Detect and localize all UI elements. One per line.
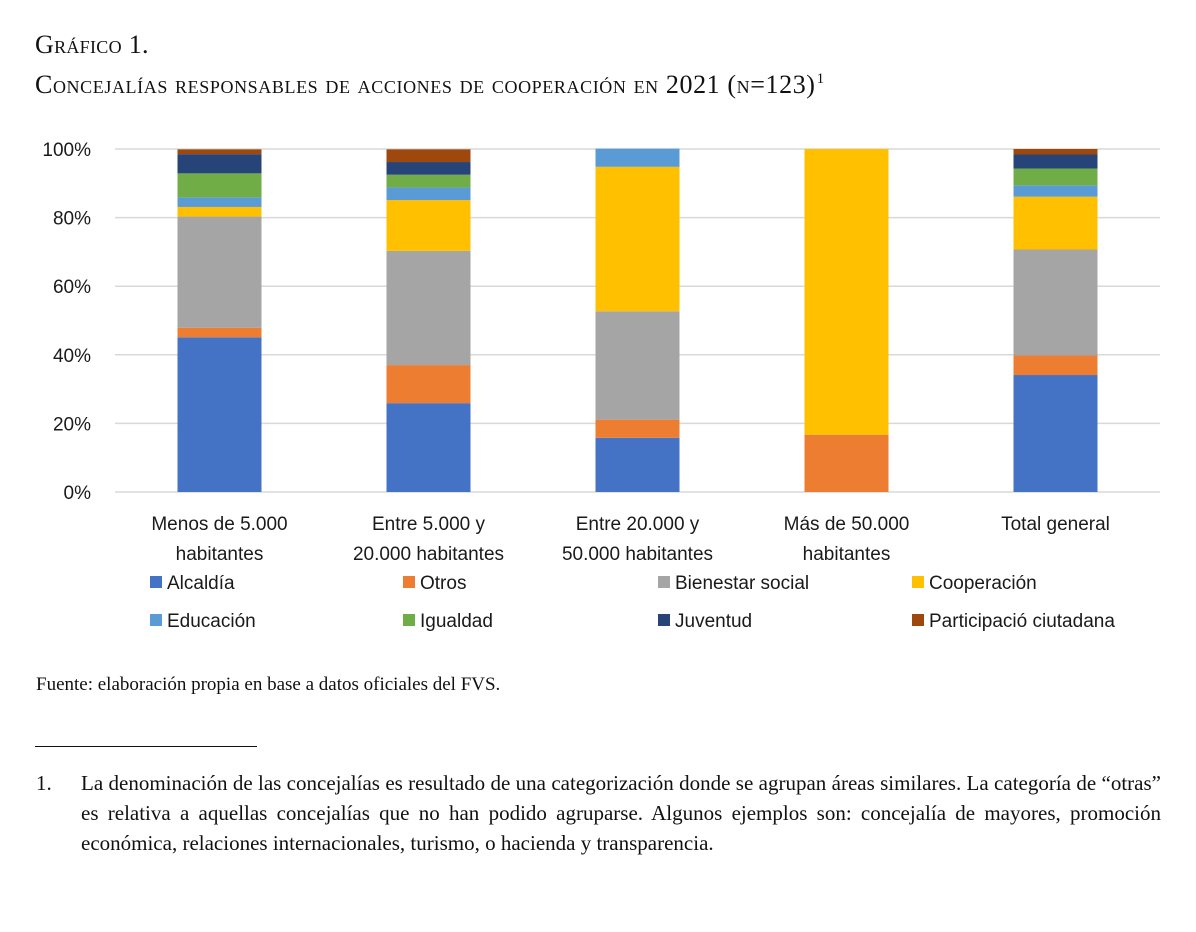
x-tick-label: Total general — [1001, 514, 1110, 535]
legend-swatch — [658, 576, 670, 588]
legend-label: Educación — [167, 611, 256, 632]
x-tick-label: Entre 5.000 y — [372, 514, 486, 535]
bar-segment-bienestar-social — [177, 216, 262, 328]
legend-item: Otros — [403, 573, 466, 594]
legend-item: Educación — [150, 611, 256, 632]
bar-segment-cooperaci-n — [386, 200, 471, 251]
bar-segment-otros — [1013, 355, 1098, 376]
bar-segment-educaci-n — [177, 197, 262, 207]
legend-swatch — [150, 614, 162, 626]
bars — [177, 148, 1098, 492]
bar-segment-alcald-a — [1013, 375, 1098, 492]
legend-swatch — [150, 576, 162, 588]
footnote-text: La denominación de las concejalías es re… — [81, 771, 1161, 855]
bar-segment-alcald-a — [386, 403, 471, 492]
bar-stack — [1013, 149, 1098, 492]
bar-segment-cooperaci-n — [804, 149, 889, 435]
legend-label: Alcaldía — [167, 573, 235, 594]
bar-segment-alcald-a — [595, 437, 680, 492]
y-tick-label: 100% — [42, 140, 91, 161]
footnote-divider — [35, 746, 257, 747]
x-axis: Menos de 5.000 habitantes Entre 5.000 y 20.… — [151, 514, 1110, 565]
bar-segment-educaci-n — [386, 187, 471, 201]
legend-swatch — [912, 614, 924, 626]
legend-item: Alcaldía — [150, 573, 235, 594]
legend-label: Otros — [420, 573, 466, 594]
y-axis: 0% 20% 40% 60% 80% 100% — [42, 140, 91, 504]
x-tick-label: Menos de 5.000 — [151, 514, 287, 535]
legend-item: Cooperación — [912, 573, 1037, 594]
x-tick-label: Más de 50.000 — [784, 514, 910, 535]
legend-item: Participació ciutadana — [912, 611, 1115, 632]
bar-segment-igualdad — [177, 173, 262, 198]
figure-title: Concejalías responsables de acciones de … — [35, 70, 825, 100]
legend-swatch — [658, 614, 670, 626]
x-tick-label: habitantes — [176, 544, 264, 565]
footnote-number: 1. — [36, 771, 52, 795]
bar-stack — [595, 148, 680, 492]
x-tick-label: 20.000 habitantes — [353, 544, 504, 565]
legend-label: Cooperación — [929, 573, 1037, 594]
legend-item: Igualdad — [403, 611, 493, 632]
legend-label: Juventud — [675, 611, 752, 632]
stacked-bar-chart: 0% 20% 40% 60% 80% 100% Menos de 5.000 habitan… — [42, 140, 1160, 632]
y-tick-label: 40% — [53, 346, 91, 367]
legend-label: Igualdad — [420, 611, 493, 632]
figure-label: Gráfico 1. — [35, 30, 149, 59]
figure-title-text: Concejalías responsables de acciones de … — [35, 70, 816, 99]
legend: Alcaldía Otros Bienestar social Cooperación… — [150, 573, 1115, 632]
legend-item: Bienestar social — [658, 573, 809, 594]
y-tick-label: 80% — [53, 209, 91, 230]
bar-segment-bienestar-social — [386, 250, 471, 366]
bar-segment-participaci-ciutadana — [386, 149, 471, 163]
legend-swatch — [403, 576, 415, 588]
bar-stack — [804, 149, 889, 492]
legend-swatch — [403, 614, 415, 626]
bar-segment-participaci-ciutadana — [177, 149, 262, 155]
bar-segment-participaci-ciutadana — [1013, 149, 1098, 155]
legend-label: Bienestar social — [675, 573, 809, 594]
bar-segment-alcald-a — [177, 337, 262, 492]
bar-stack — [177, 149, 262, 492]
bar-segment-juventud — [177, 154, 262, 174]
bar-segment-juventud — [386, 162, 471, 175]
bar-segment-bienestar-social — [595, 311, 680, 420]
y-tick-label: 60% — [53, 277, 91, 298]
bar-segment-cooperaci-n — [1013, 196, 1098, 250]
bar-stack — [386, 149, 471, 492]
x-tick-label: Entre 20.000 y — [576, 514, 700, 535]
x-tick-label: habitantes — [803, 544, 891, 565]
legend-label: Participació ciutadana — [929, 611, 1115, 632]
bar-segment-igualdad — [386, 174, 471, 188]
legend-item: Juventud — [658, 611, 752, 632]
bar-segment-cooperaci-n — [177, 206, 262, 217]
bar-segment-otros — [386, 365, 471, 404]
x-tick-label: 50.000 habitantes — [562, 544, 713, 565]
bar-segment-otros — [595, 419, 680, 438]
bar-segment-bienestar-social — [1013, 249, 1098, 356]
footnote: 1. La denominación de las concejalías es… — [36, 768, 1161, 858]
bar-segment-juventud — [1013, 154, 1098, 169]
source-note: Fuente: elaboración propia en base a dat… — [36, 674, 501, 695]
y-tick-label: 0% — [64, 483, 92, 504]
bar-segment-educaci-n — [1013, 185, 1098, 197]
bar-segment-otros — [804, 434, 889, 492]
bar-segment-otros — [177, 327, 262, 338]
footnote-mark: 1 — [816, 71, 825, 87]
bar-segment-igualdad — [1013, 168, 1098, 186]
bar-segment-educaci-n — [595, 148, 680, 167]
legend-swatch — [912, 576, 924, 588]
bar-segment-cooperaci-n — [595, 166, 680, 312]
y-tick-label: 20% — [53, 414, 91, 435]
